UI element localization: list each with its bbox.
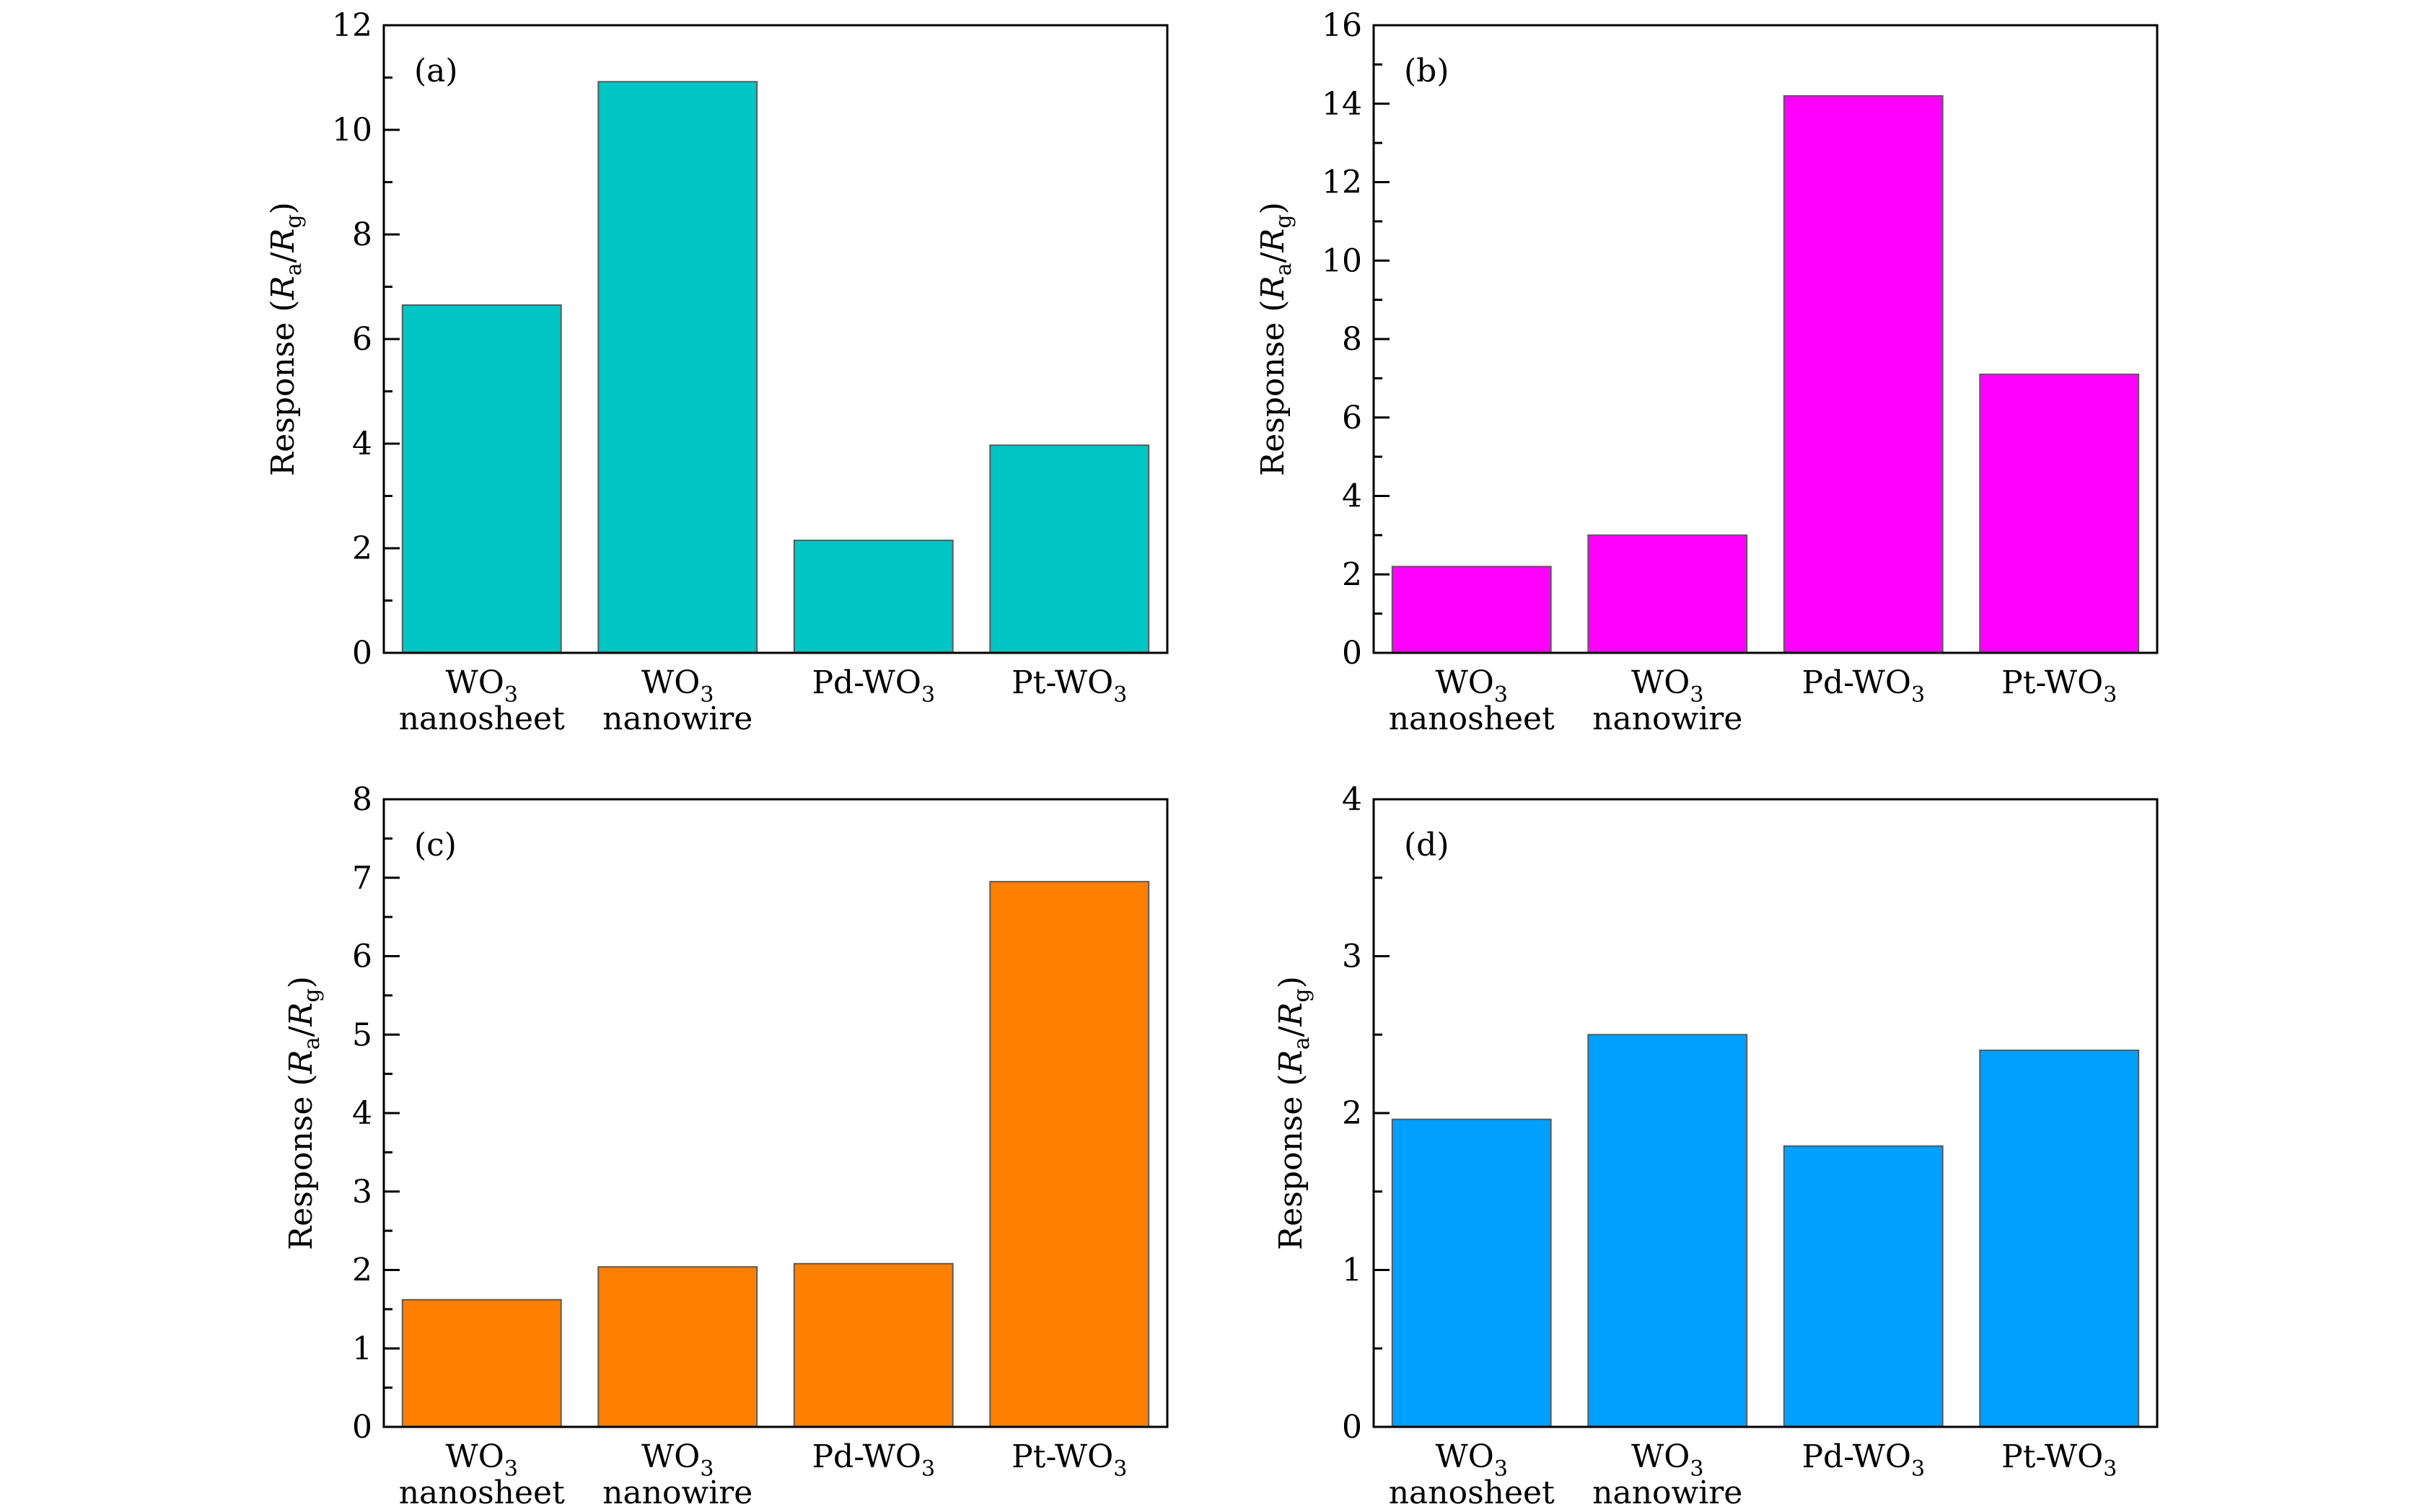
x-tick-label: WO3 [446,664,518,708]
x-tick-label-line2: nanowire [1592,700,1742,737]
y-tick-label: 6 [1342,400,1362,436]
y-tick-label: 8 [352,781,372,818]
bar-0 [401,1298,562,1428]
panel-label: (c) [414,827,457,863]
y-tick-label: 4 [352,1095,372,1132]
y-tick-label: 3 [1342,939,1362,975]
y-tick-label: 8 [1342,321,1362,358]
x-tick-label: WO3 [641,1438,714,1482]
x-tick-label: Pt-WO3 [2001,664,2117,708]
y-tick-label: 7 [352,860,372,897]
panel-label: (d) [1404,827,1449,863]
x-tick-label: Pd-WO3 [1801,1438,1925,1482]
bar-2 [793,1262,954,1428]
bar-0 [1391,1118,1552,1428]
bar-3 [1979,373,2140,654]
y-tick-label: 12 [332,7,372,44]
bar-2 [793,540,954,654]
bar-1 [597,1266,758,1428]
y-tick-label: 2 [1342,1095,1362,1132]
x-tick-label: Pt-WO3 [2001,1438,2117,1482]
y-tick-label: 3 [352,1174,372,1210]
x-tick-label: WO3 [446,1438,518,1482]
y-tick-label: 6 [352,939,372,975]
x-tick-label: Pd-WO3 [812,664,935,708]
x-tick-label: WO3 [641,664,714,708]
y-axis-label: Response (Ra/Rg) [265,202,307,476]
x-tick-label-line2: nanosheet [1389,700,1555,737]
y-tick-label: 2 [352,1252,372,1289]
bar-1 [1587,1034,1748,1428]
y-axis-label: Response (Ra/Rg) [283,976,325,1250]
y-tick-label: 0 [1342,635,1362,672]
y-tick-label: 4 [1342,781,1362,818]
bar-0 [401,304,562,654]
bar-0 [1391,566,1552,654]
y-tick-label: 12 [1322,164,1362,201]
x-tick-label-line2: nanosheet [399,1474,565,1511]
x-tick-label: Pt-WO3 [1011,1438,1127,1482]
bar-1 [1587,534,1748,654]
y-tick-label: 6 [352,321,372,358]
y-tick-label: 16 [1322,7,1362,44]
y-tick-label: 0 [352,635,372,672]
y-tick-label: 8 [352,216,372,253]
y-tick-label: 0 [1342,1409,1362,1446]
x-tick-label-line2: nanosheet [1389,1474,1555,1511]
x-tick-label: WO3 [1631,664,1703,708]
x-tick-label: WO3 [1631,1438,1703,1482]
bar-3 [989,881,1150,1428]
y-tick-label: 10 [1322,242,1362,279]
x-tick-label: Pd-WO3 [1801,664,1925,708]
y-tick-label: 1 [352,1330,372,1367]
panel-label: (b) [1404,53,1449,89]
y-tick-label: 2 [352,530,372,567]
y-tick-label: 0 [352,1409,372,1446]
bar-2 [1783,94,1944,654]
y-tick-label: 4 [1342,478,1362,515]
x-tick-label-line2: nanosheet [399,700,565,737]
x-tick-label-line2: nanowire [1592,1474,1742,1511]
bar-1 [597,81,758,654]
x-tick-label-line2: nanowire [602,700,752,737]
panel-label: (a) [414,53,458,89]
x-tick-label: WO3 [1436,1438,1508,1482]
y-axis-label: Response (Ra/Rg) [1273,976,1314,1250]
y-tick-label: 5 [352,1016,372,1053]
y-tick-label: 4 [352,426,372,462]
x-tick-label-line2: nanowire [602,1474,752,1511]
x-tick-label: Pt-WO3 [1011,664,1127,708]
x-tick-label: WO3 [1436,664,1508,708]
bar-3 [989,444,1150,654]
bar-2 [1783,1145,1944,1428]
y-tick-label: 14 [1322,86,1362,123]
chart-panel-b: 0246810121416WO3nanosheetWO3nanowirePd-W… [1255,7,2159,737]
y-tick-label: 1 [1342,1252,1362,1289]
y-tick-label: 2 [1342,556,1362,593]
bar-3 [1979,1050,2140,1428]
y-axis-label: Response (Ra/Rg) [1255,202,1296,476]
y-tick-label: 10 [332,112,372,149]
x-tick-label: Pd-WO3 [812,1438,935,1482]
